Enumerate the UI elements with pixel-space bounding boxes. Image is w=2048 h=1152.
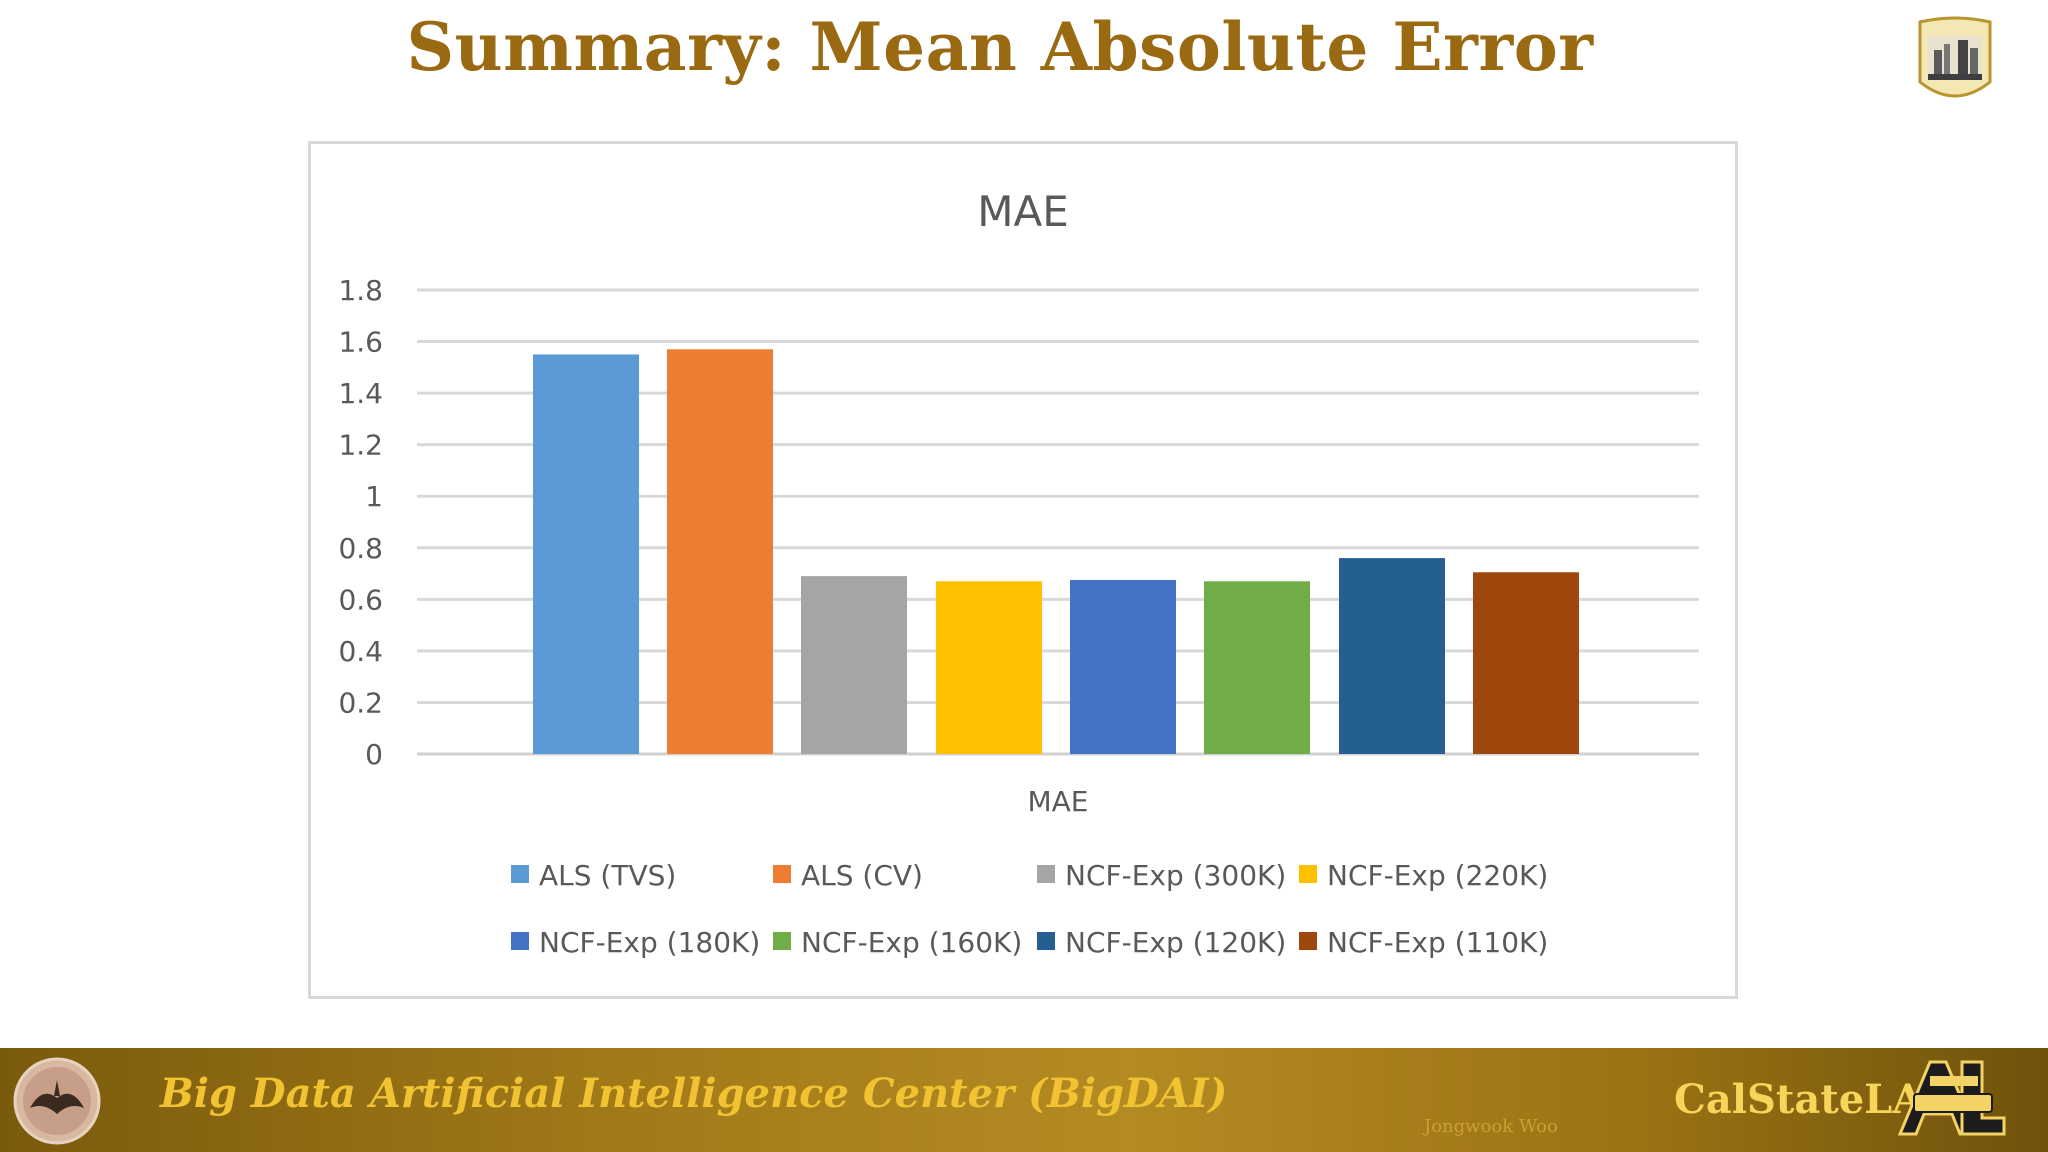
y-tick-label: 1 bbox=[365, 480, 383, 513]
bar-als-cv bbox=[667, 349, 773, 754]
bar-ncf-exp-300k bbox=[801, 576, 907, 754]
bar-ncf-exp-180k bbox=[1070, 580, 1176, 754]
legend-swatch bbox=[511, 932, 529, 950]
legend-label: ALS (TVS) bbox=[539, 859, 676, 892]
calstatela-tower-logo bbox=[1918, 16, 1992, 98]
legend-label: NCF-Exp (300K) bbox=[1065, 859, 1286, 892]
cal-state-la-emblem bbox=[1897, 1060, 2006, 1136]
legend-swatch bbox=[1037, 932, 1055, 950]
footer-author: Jongwook Woo bbox=[1424, 1116, 1558, 1137]
bar-ncf-exp-160k bbox=[1204, 581, 1310, 754]
legend-swatch bbox=[1037, 865, 1055, 883]
y-tick-label: 0.2 bbox=[338, 686, 383, 719]
legend-label: NCF-Exp (180K) bbox=[539, 926, 760, 959]
y-tick-label: 0.8 bbox=[338, 532, 383, 565]
chart-area: MAE 0 0.2 0.4 0.6 0.8 1 1.2 1.4 1.6 1.8 MAE ALS (TVS… bbox=[308, 141, 1738, 999]
y-tick-label: 0 bbox=[365, 738, 383, 771]
legend-label: ALS (CV) bbox=[801, 859, 923, 892]
bar-chart: MAE 0 0.2 0.4 0.6 0.8 1 1.2 1.4 1.6 1.8 MAE ALS (TVS… bbox=[338, 187, 1699, 959]
legend-swatch bbox=[773, 865, 791, 883]
footer-brand: CalStateLA bbox=[1674, 1076, 1924, 1123]
y-tick-label: 0.6 bbox=[338, 583, 383, 616]
legend-swatch bbox=[1299, 865, 1317, 883]
legend-swatch bbox=[511, 865, 529, 883]
legend-swatch bbox=[1299, 932, 1317, 950]
legend-label: NCF-Exp (220K) bbox=[1327, 859, 1548, 892]
bar-ncf-exp-110k bbox=[1473, 572, 1579, 754]
y-tick-label: 1.8 bbox=[338, 274, 383, 307]
y-tick-label: 1.6 bbox=[338, 326, 383, 359]
chart-title: MAE bbox=[977, 187, 1069, 236]
x-axis-category-label: MAE bbox=[1027, 785, 1088, 818]
legend-label: NCF-Exp (110K) bbox=[1327, 926, 1548, 959]
bar-als-tvs bbox=[533, 354, 639, 754]
legend-label: NCF-Exp (160K) bbox=[801, 926, 1022, 959]
y-tick-label: 1.4 bbox=[338, 377, 383, 410]
bar-ncf-exp-220k bbox=[936, 581, 1042, 754]
y-tick-label: 1.2 bbox=[338, 429, 383, 462]
footer-bar: Big Data Artificial Intelligence Center … bbox=[0, 1048, 2048, 1152]
legend-label: NCF-Exp (120K) bbox=[1065, 926, 1286, 959]
legend-swatch bbox=[773, 932, 791, 950]
bar-ncf-exp-120k bbox=[1339, 558, 1445, 754]
y-tick-label: 0.4 bbox=[338, 635, 383, 668]
bigdai-logo bbox=[13, 1057, 101, 1145]
slide-title: Summary: Mean Absolute Error bbox=[406, 8, 1594, 86]
footer-center-name: Big Data Artificial Intelligence Center … bbox=[160, 1070, 1228, 1117]
